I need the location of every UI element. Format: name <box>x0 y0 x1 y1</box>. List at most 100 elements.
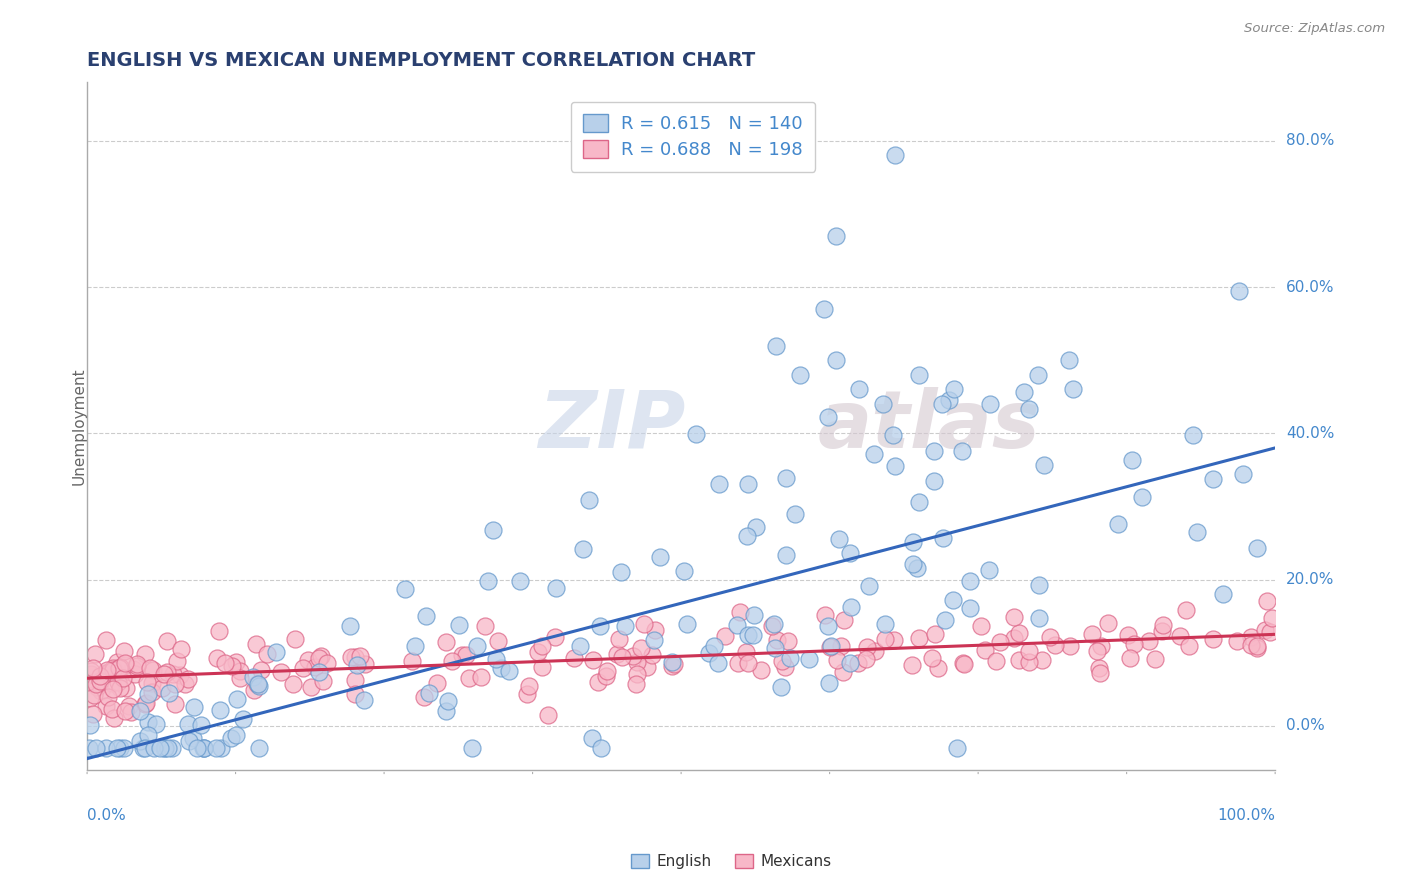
Point <box>112 672 135 686</box>
Point <box>311 648 333 663</box>
Point <box>90 684 112 698</box>
Point <box>135 697 157 711</box>
Point <box>959 600 981 615</box>
Point <box>142 664 165 678</box>
Point <box>1002 610 1025 624</box>
Point <box>1008 653 1031 667</box>
Point <box>177 717 200 731</box>
Point <box>946 740 969 755</box>
Point <box>959 574 981 589</box>
Point <box>974 643 997 657</box>
Point <box>737 477 759 491</box>
Text: 20.0%: 20.0% <box>1286 572 1334 587</box>
Point <box>832 665 855 679</box>
Point <box>1260 611 1282 625</box>
Point <box>221 658 243 673</box>
Point <box>766 632 789 647</box>
Point <box>209 703 232 717</box>
Point <box>138 715 160 730</box>
Point <box>134 697 156 711</box>
Point <box>544 630 567 644</box>
Point <box>118 698 141 713</box>
Point <box>884 148 907 162</box>
Point <box>157 685 180 699</box>
Point <box>491 661 513 675</box>
Point <box>304 660 326 674</box>
Point <box>245 637 267 651</box>
Point <box>344 650 367 665</box>
Point <box>1081 627 1104 641</box>
Point <box>103 681 125 696</box>
Point <box>884 459 907 474</box>
Point <box>353 692 375 706</box>
Point <box>461 740 484 755</box>
Point <box>292 661 315 675</box>
Point <box>89 674 111 689</box>
Point <box>1028 577 1050 591</box>
Point <box>394 582 416 597</box>
Point <box>80 664 103 678</box>
Point <box>98 664 121 678</box>
Point <box>82 706 104 721</box>
Point <box>609 566 631 580</box>
Point <box>519 679 541 693</box>
Point <box>156 634 179 648</box>
Point <box>582 653 605 667</box>
Point <box>284 632 307 647</box>
Point <box>242 670 264 684</box>
Point <box>661 658 683 673</box>
Point <box>1018 644 1040 658</box>
Point <box>1118 628 1140 642</box>
Point <box>1168 629 1191 643</box>
Point <box>160 740 183 755</box>
Text: ENGLISH VS MEXICAN UNEMPLOYMENT CORRELATION CHART: ENGLISH VS MEXICAN UNEMPLOYMENT CORRELAT… <box>87 51 755 70</box>
Point <box>818 676 841 690</box>
Point <box>595 664 617 678</box>
Point <box>927 660 949 674</box>
Point <box>1232 467 1254 481</box>
Point <box>875 616 897 631</box>
Point <box>498 664 520 678</box>
Point <box>209 740 232 755</box>
Point <box>138 687 160 701</box>
Point <box>589 618 612 632</box>
Point <box>1062 383 1084 397</box>
Point <box>832 613 855 627</box>
Point <box>610 649 633 664</box>
Point <box>775 471 797 485</box>
Point <box>741 628 763 642</box>
Point <box>256 648 278 662</box>
Point <box>763 641 786 656</box>
Point <box>205 650 228 665</box>
Point <box>125 659 148 673</box>
Text: 0.0%: 0.0% <box>1286 718 1324 733</box>
Point <box>1121 453 1143 467</box>
Point <box>537 708 560 723</box>
Point <box>84 677 107 691</box>
Point <box>938 393 960 408</box>
Point <box>94 740 117 755</box>
Text: 100.0%: 100.0% <box>1218 808 1275 823</box>
Point <box>465 639 488 653</box>
Point <box>841 599 863 614</box>
Point <box>101 702 124 716</box>
Point <box>101 675 124 690</box>
Point <box>437 694 460 708</box>
Point <box>1212 587 1234 601</box>
Point <box>1246 640 1268 655</box>
Point <box>725 618 748 632</box>
Point <box>1227 284 1250 298</box>
Point <box>977 563 1000 577</box>
Point <box>848 383 870 397</box>
Point <box>1123 637 1146 651</box>
Point <box>165 676 187 690</box>
Point <box>447 618 470 632</box>
Point <box>742 608 765 623</box>
Point <box>1258 624 1281 639</box>
Point <box>737 657 759 671</box>
Point <box>828 532 851 546</box>
Point <box>626 667 648 681</box>
Point <box>112 740 135 755</box>
Point <box>856 640 879 654</box>
Point <box>153 740 176 755</box>
